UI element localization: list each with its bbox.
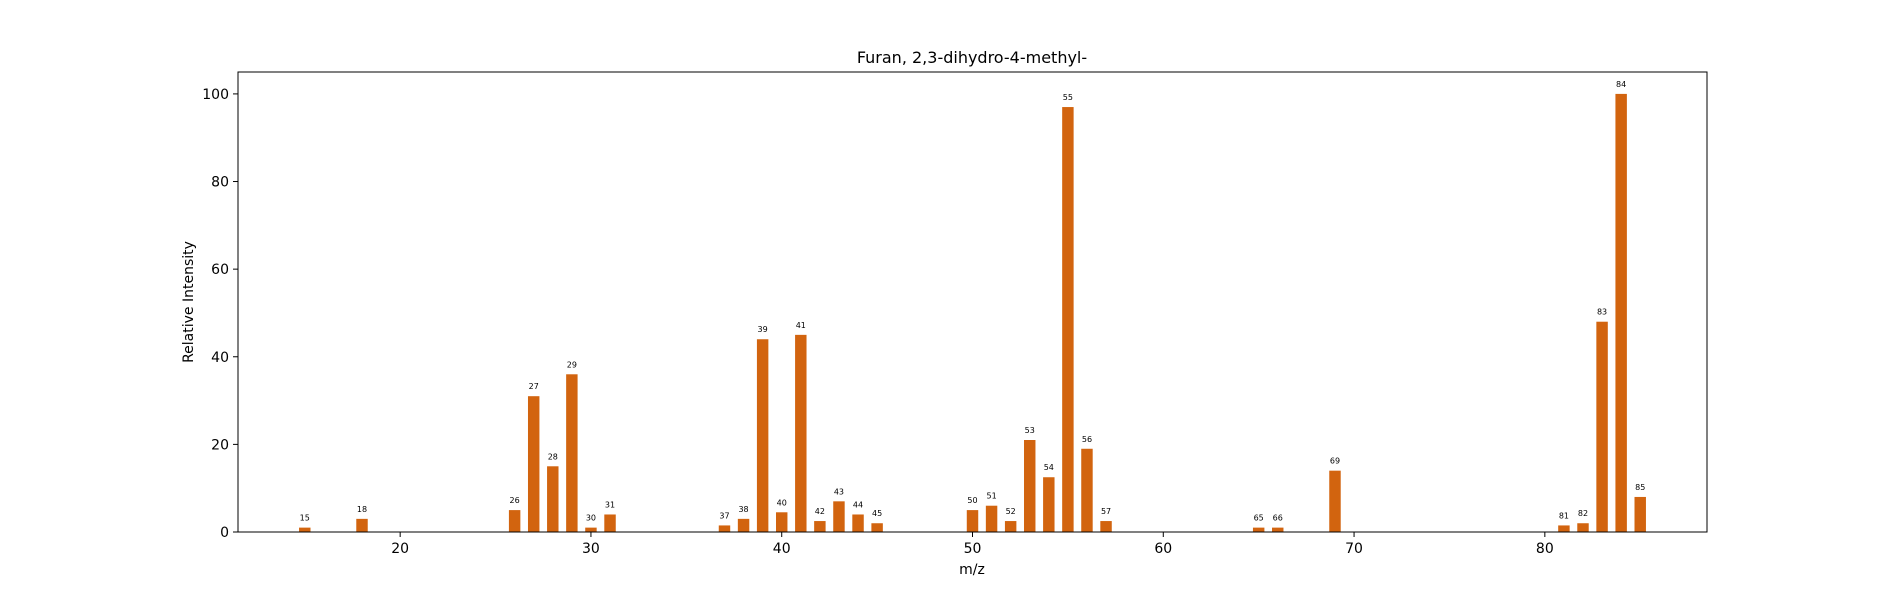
bar-mz-57 [1100,521,1112,532]
bar-label-81: 81 [1559,511,1569,520]
bar-mz-82 [1577,523,1589,532]
y-tick-label: 100 [202,87,229,103]
bar-label-28: 28 [548,452,558,461]
bar-label-84: 84 [1616,80,1626,89]
bar-label-39: 39 [758,325,768,334]
bar-label-55: 55 [1063,93,1073,102]
bar-mz-69 [1329,470,1341,532]
bar-mz-51 [985,505,998,532]
bar-mz-65 [1252,527,1265,532]
bar-label-69: 69 [1330,457,1340,466]
bar-label-41: 41 [796,321,806,330]
x-axis: 20 30 40 50 60 70 80 [391,532,1554,557]
bar-label-18: 18 [357,505,367,514]
bar-mz-85 [1634,496,1646,532]
x-axis-label: m/z [959,562,985,578]
bar-label-37: 37 [719,511,729,520]
plot-frame [237,71,1708,533]
bar-mz-53 [1024,440,1036,532]
bar-mz-45 [871,523,883,532]
x-tick-label: 40 [773,541,791,557]
x-tick-label: 50 [964,541,982,557]
bar-mz-30 [585,527,597,532]
bar-labels-layer: 15 18 26 27 28 29 30 31 37 38 39 40 41 42 43 44 45 50 51 52… [300,80,1646,523]
bar-mz-81 [1558,525,1570,532]
x-tick-label: 70 [1345,541,1363,557]
bar-mz-40 [776,512,788,532]
bar-mz-29 [566,374,578,532]
y-tick-label: 60 [211,262,229,278]
bar-label-27: 27 [529,382,539,391]
x-tick-label: 20 [391,541,409,557]
bar-mz-41 [795,334,807,532]
bar-label-54: 54 [1044,463,1054,472]
bar-label-43: 43 [834,487,844,496]
bar-mz-18 [356,518,368,532]
bar-mz-83 [1596,321,1608,532]
y-tick-label: 40 [211,350,229,366]
bar-label-50: 50 [967,496,977,505]
bar-label-52: 52 [1006,507,1016,516]
y-tick-label: 80 [211,175,229,191]
bar-label-45: 45 [872,509,882,518]
bar-label-51: 51 [986,492,996,501]
bar-mz-39 [756,339,769,532]
bar-mz-66 [1272,527,1284,532]
chart-title: Furan, 2,3-dihydro-4-methyl- [857,48,1087,67]
y-tick-label: 0 [220,525,229,541]
bar-mz-37 [718,525,731,532]
bar-label-56: 56 [1082,435,1092,444]
bar-label-83: 83 [1597,308,1607,317]
bar-mz-38 [737,518,750,532]
bar-mz-31 [604,514,616,532]
bar-label-44: 44 [853,500,863,509]
bar-label-66: 66 [1273,514,1283,523]
bars-layer [299,93,1646,533]
bar-label-65: 65 [1254,514,1264,523]
bar-mz-56 [1081,448,1093,532]
bar-mz-43 [833,501,845,532]
bar-label-40: 40 [777,498,787,507]
bar-label-29: 29 [567,360,577,369]
bar-label-42: 42 [815,507,825,516]
x-tick-label: 80 [1536,541,1554,557]
bar-label-82: 82 [1578,509,1588,518]
y-axis: 0 20 40 60 80 100 [202,87,238,541]
bar-mz-27 [527,396,540,532]
bar-mz-26 [508,510,521,532]
bar-label-31: 31 [605,500,615,509]
bar-mz-55 [1062,107,1074,533]
bar-label-30: 30 [586,514,596,523]
y-axis-label: Relative Intensity [181,241,197,363]
bar-mz-50 [966,510,979,532]
x-tick-label: 60 [1154,541,1172,557]
bar-mz-28 [547,466,559,532]
bar-label-57: 57 [1101,507,1111,516]
bar-label-53: 53 [1025,426,1035,435]
bar-mz-52 [1004,521,1017,532]
x-tick-label: 30 [582,541,600,557]
bar-mz-54 [1043,477,1055,532]
bar-mz-84 [1615,93,1627,533]
bar-label-38: 38 [738,505,748,514]
bar-mz-15 [299,527,311,532]
bar-label-85: 85 [1635,483,1645,492]
bar-mz-44 [852,514,864,532]
bar-mz-42 [814,521,826,532]
bar-label-26: 26 [510,496,520,505]
bar-label-15: 15 [300,514,310,523]
y-tick-label: 20 [211,437,229,453]
